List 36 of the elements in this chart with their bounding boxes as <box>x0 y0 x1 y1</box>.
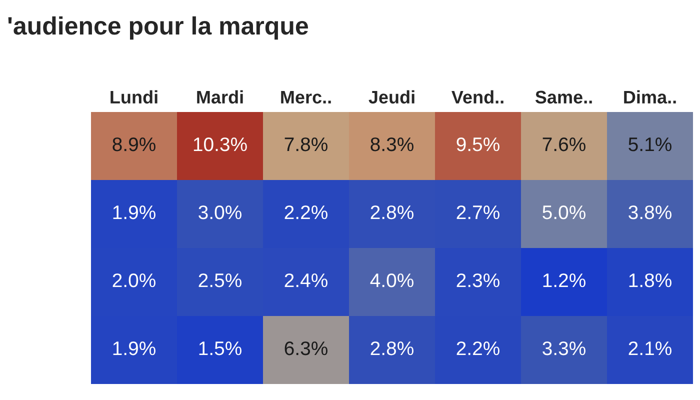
data-label: 2.7% <box>456 205 500 220</box>
x-tick-label: Vend.. <box>452 90 504 104</box>
data-label: 3.3% <box>542 341 586 356</box>
data-label: 1.2% <box>543 273 586 288</box>
x-tick-label: Merc.. <box>281 90 331 104</box>
data-label: 9.5% <box>456 137 500 152</box>
data-label: 3.8% <box>628 205 672 220</box>
data-label: 8.9% <box>112 137 156 152</box>
x-tick-label: Lundi <box>110 90 158 104</box>
data-label: 8.3% <box>370 137 414 152</box>
data-label: 1.9% <box>113 341 156 356</box>
data-label: 1.8% <box>629 273 672 288</box>
data-label: 1.9% <box>113 205 156 220</box>
data-label: 2.2% <box>284 205 328 220</box>
data-label: 5.1% <box>628 138 672 152</box>
data-label: 2.8% <box>370 341 414 356</box>
data-label: 4.0% <box>370 273 414 288</box>
data-label: 3.0% <box>198 205 242 220</box>
data-label: 2.2% <box>456 341 500 356</box>
data-label: 2.1% <box>628 341 672 356</box>
data-label: 2.3% <box>456 273 500 288</box>
x-tick-label: Mardi <box>197 90 243 104</box>
data-label: 1.5% <box>199 342 242 356</box>
data-label: 6.3% <box>284 341 328 356</box>
data-label: 2.8% <box>370 205 414 220</box>
data-label: 2.5% <box>198 273 242 288</box>
chart-title: 'audience pour la marque <box>8 16 308 40</box>
data-label: 2.0% <box>112 273 156 288</box>
data-label: 5.0% <box>542 205 586 220</box>
data-label: 2.4% <box>284 273 328 288</box>
x-tick-label: Dima.. <box>624 90 676 104</box>
data-label: 7.8% <box>284 137 328 152</box>
data-label: 7.6% <box>542 137 586 152</box>
data-label: 10.3% <box>194 137 247 152</box>
x-tick-label: Same.. <box>535 90 592 104</box>
x-tick-label: Jeudi <box>368 90 414 104</box>
